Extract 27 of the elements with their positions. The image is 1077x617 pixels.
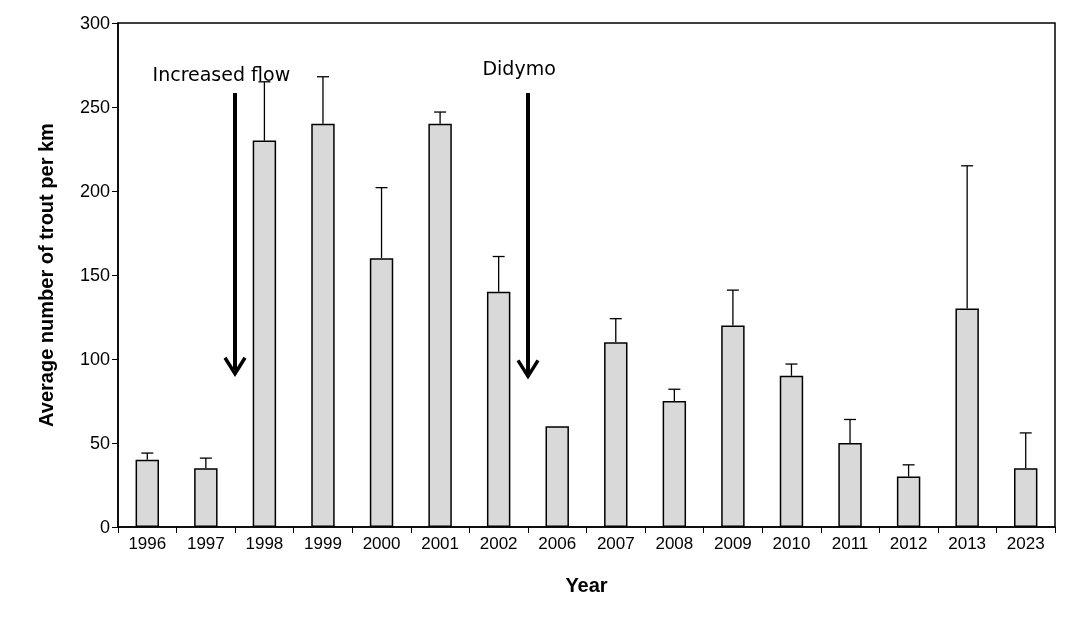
x-tick-label: 2001 <box>421 534 460 553</box>
x-tick-label: 2023 <box>1006 534 1045 553</box>
x-tick-label: 2006 <box>538 534 577 553</box>
y-tick-label: 100 <box>79 349 110 369</box>
y-tick-label: 150 <box>79 265 110 285</box>
y-tick-label: 0 <box>99 517 110 537</box>
x-axis-title: Year <box>565 574 608 596</box>
annotation: Didymo <box>482 57 556 79</box>
x-tick-label: 2012 <box>889 534 928 553</box>
y-tick-label: 250 <box>79 97 110 117</box>
x-tick-label: 2011 <box>831 534 869 553</box>
x-tick-label: 2007 <box>596 534 635 553</box>
x-tick-label: 1999 <box>304 534 342 553</box>
y-tick-label: 200 <box>79 181 110 201</box>
x-tick-label: 1997 <box>186 534 225 553</box>
x-tick-label: 1996 <box>128 534 167 553</box>
x-tick-label: 2009 <box>713 534 752 553</box>
x-tick-label: 2000 <box>362 534 401 553</box>
y-tick-label: 300 <box>79 13 110 33</box>
x-tick-label: 2008 <box>655 534 694 553</box>
y-tick-label: 50 <box>89 433 110 453</box>
annotation: Increased flow <box>152 63 291 85</box>
x-tick-label: 2013 <box>948 534 987 553</box>
x-tick-label: 1998 <box>245 534 284 553</box>
x-tick-label: 2010 <box>772 534 811 553</box>
y-axis-title: Average number of trout per km <box>35 123 57 427</box>
x-tick-label: 2002 <box>479 534 518 553</box>
